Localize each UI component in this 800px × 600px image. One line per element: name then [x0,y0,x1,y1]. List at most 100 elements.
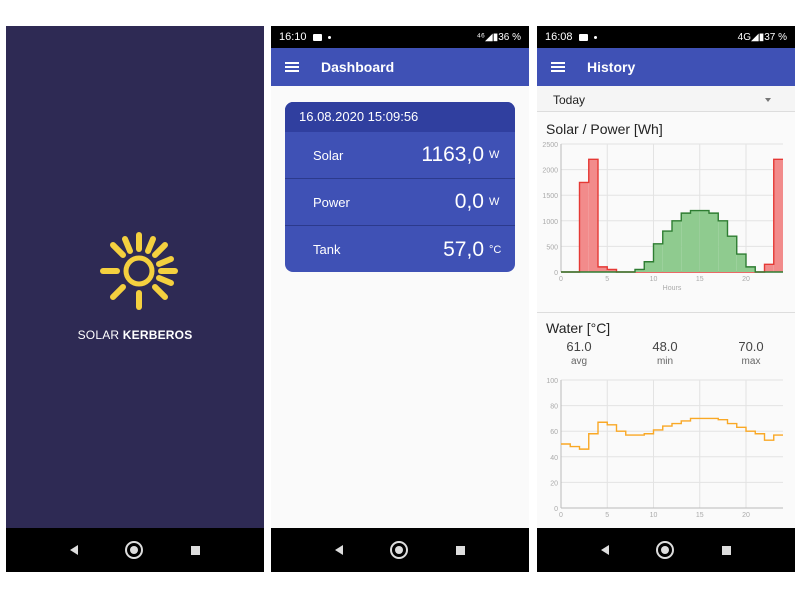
solar-power-chart: 0 500 1000 1500 2000 2500 0 5 10 15 20 Hours [542,142,783,292]
bar [607,269,617,272]
range-dropdown[interactable]: Today [537,86,795,112]
value-label: Solar [313,147,344,163]
y-tick-label: 500 [546,244,558,251]
y-tick-label: 100 [546,378,558,385]
menu-icon[interactable] [285,62,299,72]
history-screen: 16:08 4G◢▮37 % History Today Solar / Pow… [537,26,795,572]
bar [644,261,654,272]
x-axis-label: Hours [663,285,682,292]
bar [579,182,589,272]
recent-apps-icon[interactable] [191,545,201,555]
water-chart-title: Water [°C] [546,320,611,336]
dropdown-arrow-icon [765,98,771,102]
app-bar: History [537,48,795,86]
value-label: Tank [313,242,341,257]
stat-value: 48.0 [652,339,678,354]
bar [598,266,608,272]
y-tick-label: 0 [554,506,558,513]
status-signal-battery: 4G◢▮37 % [737,31,787,43]
back-icon[interactable] [69,545,78,555]
value-number: 0,0 [454,190,484,213]
x-tick-label: 10 [650,276,658,283]
home-icon[interactable] [656,541,675,559]
value-unit: °C [489,243,502,256]
range-selected: Today [553,93,586,107]
stat-value: 70.0 [738,339,764,354]
solar-chart-title: Solar / Power [Wh] [546,121,663,137]
x-tick-label: 5 [605,512,609,519]
stat-label: min [656,356,674,367]
y-tick-label: 2000 [542,168,558,175]
bar [690,210,700,272]
status-bar: 16:08 4G◢▮37 % [537,26,795,48]
home-icon[interactable] [390,541,409,559]
home-icon[interactable] [125,541,144,559]
y-tick-label: 20 [550,480,558,487]
x-tick-label: 5 [605,276,609,283]
menu-icon[interactable] [551,62,565,72]
value-number: 1163,0 [421,143,484,166]
recent-apps-icon[interactable] [456,545,466,555]
stat-label: avg [570,356,588,367]
app-bar: Dashboard [271,48,529,86]
y-tick-label: 1500 [542,193,558,200]
value-number: 57,0 [443,237,484,261]
value-row-power: Power 0,0 W [285,179,515,226]
sun-logo-icon [100,232,178,310]
x-tick-label: 20 [742,512,750,519]
bar [709,213,719,272]
notification-dot-icon [593,35,597,39]
series-line [561,417,783,450]
live-values-card: 16.08.2020 15:09:56 Solar 1163,0 W Power… [285,102,515,272]
water-stats: 61.0 avg 48.0 min 70.0 max [537,339,795,375]
status-signal-battery: ⁴⁶◢▮36 % [476,31,521,43]
x-tick-label: 20 [742,276,750,283]
bar [764,264,774,272]
timestamp: 16.08.2020 15:09:56 [285,102,515,132]
bar [588,159,598,272]
x-tick-label: 10 [650,512,658,519]
bar [746,266,756,272]
status-time: 16:10 [279,31,307,43]
bar [736,254,746,272]
bar [672,220,682,272]
stat-min: 48.0 min [635,339,695,367]
y-tick-label: 2500 [542,142,558,149]
bar [773,159,783,272]
back-icon[interactable] [334,545,343,555]
back-icon[interactable] [600,545,609,555]
stat-value: 61.0 [566,339,592,354]
status-bar: 16:10 ⁴⁶◢▮36 % [271,26,529,48]
system-navbar [6,528,264,572]
value-unit: W [489,196,500,208]
brand-name: SOLAR KERBEROS [77,328,193,342]
notification-image-icon [578,33,588,41]
divider [537,312,795,313]
value-label: Power [313,194,350,210]
bar [635,269,645,272]
y-tick-label: 40 [550,455,558,462]
dashboard-screen: 16:10 ⁴⁶◢▮36 % Dashboard 16.08.2020 15:0… [271,26,529,572]
page-title: History [587,59,636,75]
notification-dot-icon [327,35,331,39]
bar [699,210,709,272]
bar [662,231,672,272]
splash-screen: SOLAR KERBEROS [6,26,264,572]
value-row-tank: Tank 57,0 °C [285,226,515,272]
status-time: 16:08 [545,31,573,43]
bar [681,213,691,272]
bar [653,243,663,272]
value-row-solar: Solar 1163,0 W [285,132,515,179]
y-tick-label: 0 [554,270,558,277]
recent-apps-icon[interactable] [722,545,732,555]
y-tick-label: 80 [550,404,558,411]
y-tick-label: 1000 [542,219,558,226]
x-tick-label: 15 [696,276,704,283]
stat-max: 70.0 max [721,339,781,367]
bar [718,220,728,272]
water-temperature-chart: 0 20 40 60 80 100 0 5 10 15 20 [546,378,783,519]
system-navbar [271,528,529,572]
stat-avg: 61.0 avg [549,339,609,367]
notification-image-icon [312,33,322,41]
x-tick-label: 0 [559,512,563,519]
